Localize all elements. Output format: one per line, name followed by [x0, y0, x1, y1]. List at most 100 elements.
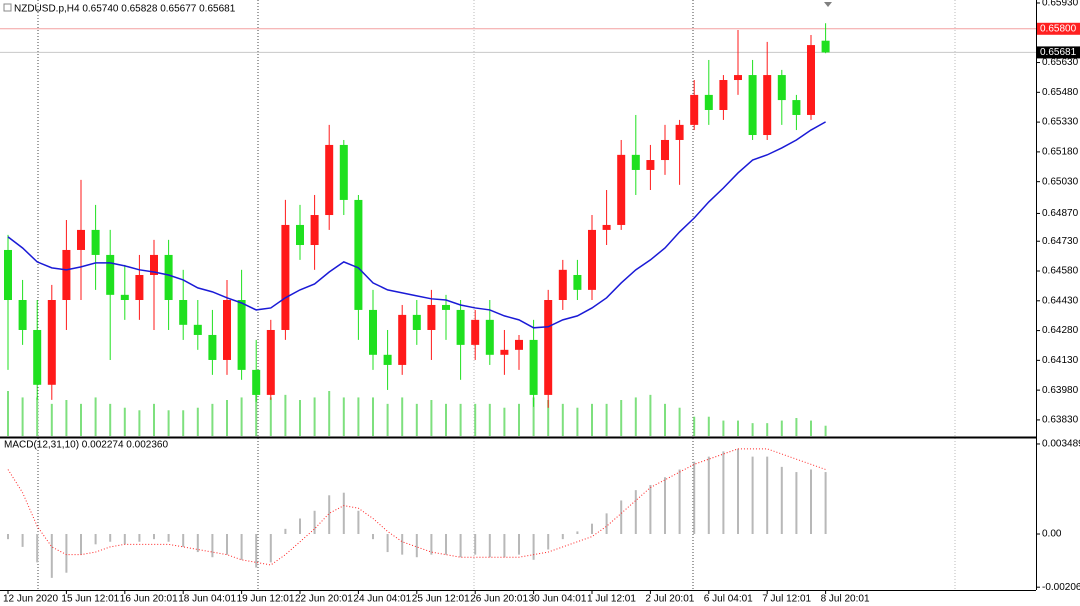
candle-body	[412, 314, 421, 330]
candle-body	[281, 224, 290, 330]
current-price-box	[1037, 46, 1080, 59]
candle-body	[179, 300, 188, 325]
candle-body	[719, 80, 728, 110]
volume-bar	[153, 403, 155, 436]
candle-body	[354, 199, 363, 310]
candle-body	[47, 300, 56, 385]
x-tick-label: 2 Jul 20:01	[645, 594, 694, 605]
volume-bar	[7, 391, 9, 436]
x-tick-label: 1 Jul 12:01	[587, 594, 636, 605]
moving-average	[7, 121, 826, 329]
candle-body	[150, 254, 158, 275]
volume-bar	[591, 403, 593, 436]
volume-bar	[386, 403, 389, 436]
x-tick-label: 25 Jun 12:01	[412, 594, 470, 605]
x-tick-label: 15 Jun 12:01	[61, 594, 119, 605]
y-tick-label: 0.63830	[1042, 415, 1079, 426]
candle-body	[120, 294, 129, 301]
y-tick-label: 0.63980	[1042, 385, 1079, 396]
candle-body	[33, 329, 42, 385]
y-tick-label: 0.65930	[1042, 0, 1079, 9]
candle-body	[734, 75, 742, 81]
x-tick-label: 6 Jul 04:01	[704, 594, 753, 605]
volume-bar	[751, 423, 754, 436]
y-tick-label: 0.00	[1042, 529, 1062, 540]
volume-bar	[620, 400, 623, 436]
candle-body	[427, 304, 436, 330]
candle-body	[398, 314, 407, 365]
x-tick-label: 22 Jun 20:01	[295, 594, 353, 605]
volume-bar	[182, 410, 185, 436]
candle-body	[266, 329, 275, 395]
candle-body	[777, 75, 786, 101]
shift-marker	[824, 2, 832, 7]
x-tick-label: 12 Jun 2020	[3, 594, 58, 605]
volume-bar	[547, 400, 550, 436]
volume-bar	[561, 403, 564, 436]
x-tick-label: 16 Jun 20:01	[120, 594, 178, 605]
candle-body	[77, 229, 85, 250]
candle-body	[62, 249, 71, 301]
candle-body	[631, 154, 640, 170]
volume-bar	[445, 403, 447, 436]
volume-bar	[722, 420, 725, 436]
candle-body	[471, 319, 480, 345]
volume-bar	[430, 400, 433, 436]
y-tick-label: 0.64580	[1042, 266, 1079, 277]
volume-bar	[65, 400, 68, 436]
candle-body	[208, 334, 217, 360]
volume-bar	[109, 403, 112, 436]
y-tick-label: 0.65180	[1042, 147, 1079, 158]
y-tick-label: 0.64430	[1042, 295, 1079, 306]
candle-body	[748, 75, 757, 136]
volume-bar	[707, 416, 710, 436]
candle-body	[500, 349, 509, 355]
volume-bar	[240, 397, 243, 436]
volume-bar	[780, 420, 783, 436]
volume-bar	[532, 397, 535, 436]
volume-bar	[649, 394, 652, 436]
y-tick-label: 0.64130	[1042, 355, 1079, 366]
candle-body	[515, 339, 523, 350]
volume-bar	[80, 403, 82, 436]
volume-bar	[810, 420, 812, 436]
candle-body	[369, 309, 377, 355]
volume-bar	[21, 397, 24, 436]
volume-bar	[634, 397, 637, 436]
volume-bar	[605, 403, 608, 436]
period-separators	[37, 0, 956, 590]
volume-bar	[313, 397, 316, 436]
x-tick-label: 7 Jul 12:01	[762, 594, 811, 605]
candle-body	[383, 354, 392, 365]
volume-bar	[415, 403, 418, 436]
candle-body	[763, 75, 772, 136]
candle-body	[485, 319, 494, 355]
volume-bar	[488, 403, 491, 436]
candle-body	[675, 124, 684, 140]
candle-body	[4, 249, 12, 301]
y-tick-label: 0.64730	[1042, 236, 1079, 247]
candle-body	[252, 369, 261, 395]
volume-bar	[795, 418, 798, 436]
volume-bar	[299, 400, 301, 436]
candle-body	[91, 229, 100, 255]
candle-body	[529, 339, 538, 395]
y-tick-label: 0.65030	[1042, 176, 1079, 187]
volume-bar	[284, 394, 287, 436]
candle-body	[442, 304, 450, 310]
volume-bar	[474, 403, 477, 436]
candle-body	[237, 300, 246, 370]
volume-bar	[211, 403, 214, 436]
price-level-box	[1037, 22, 1080, 35]
volume-bar	[269, 397, 272, 436]
candle-body	[106, 254, 115, 295]
x-tick-label: 30 Jun 04:01	[529, 594, 587, 605]
candle-body	[704, 94, 713, 110]
x-tick-label: 8 Jul 20:01	[821, 594, 870, 605]
plot-layer	[0, 23, 1036, 578]
volume-bar	[357, 397, 360, 436]
volume-bar	[342, 397, 345, 436]
volume-bar	[459, 403, 462, 436]
